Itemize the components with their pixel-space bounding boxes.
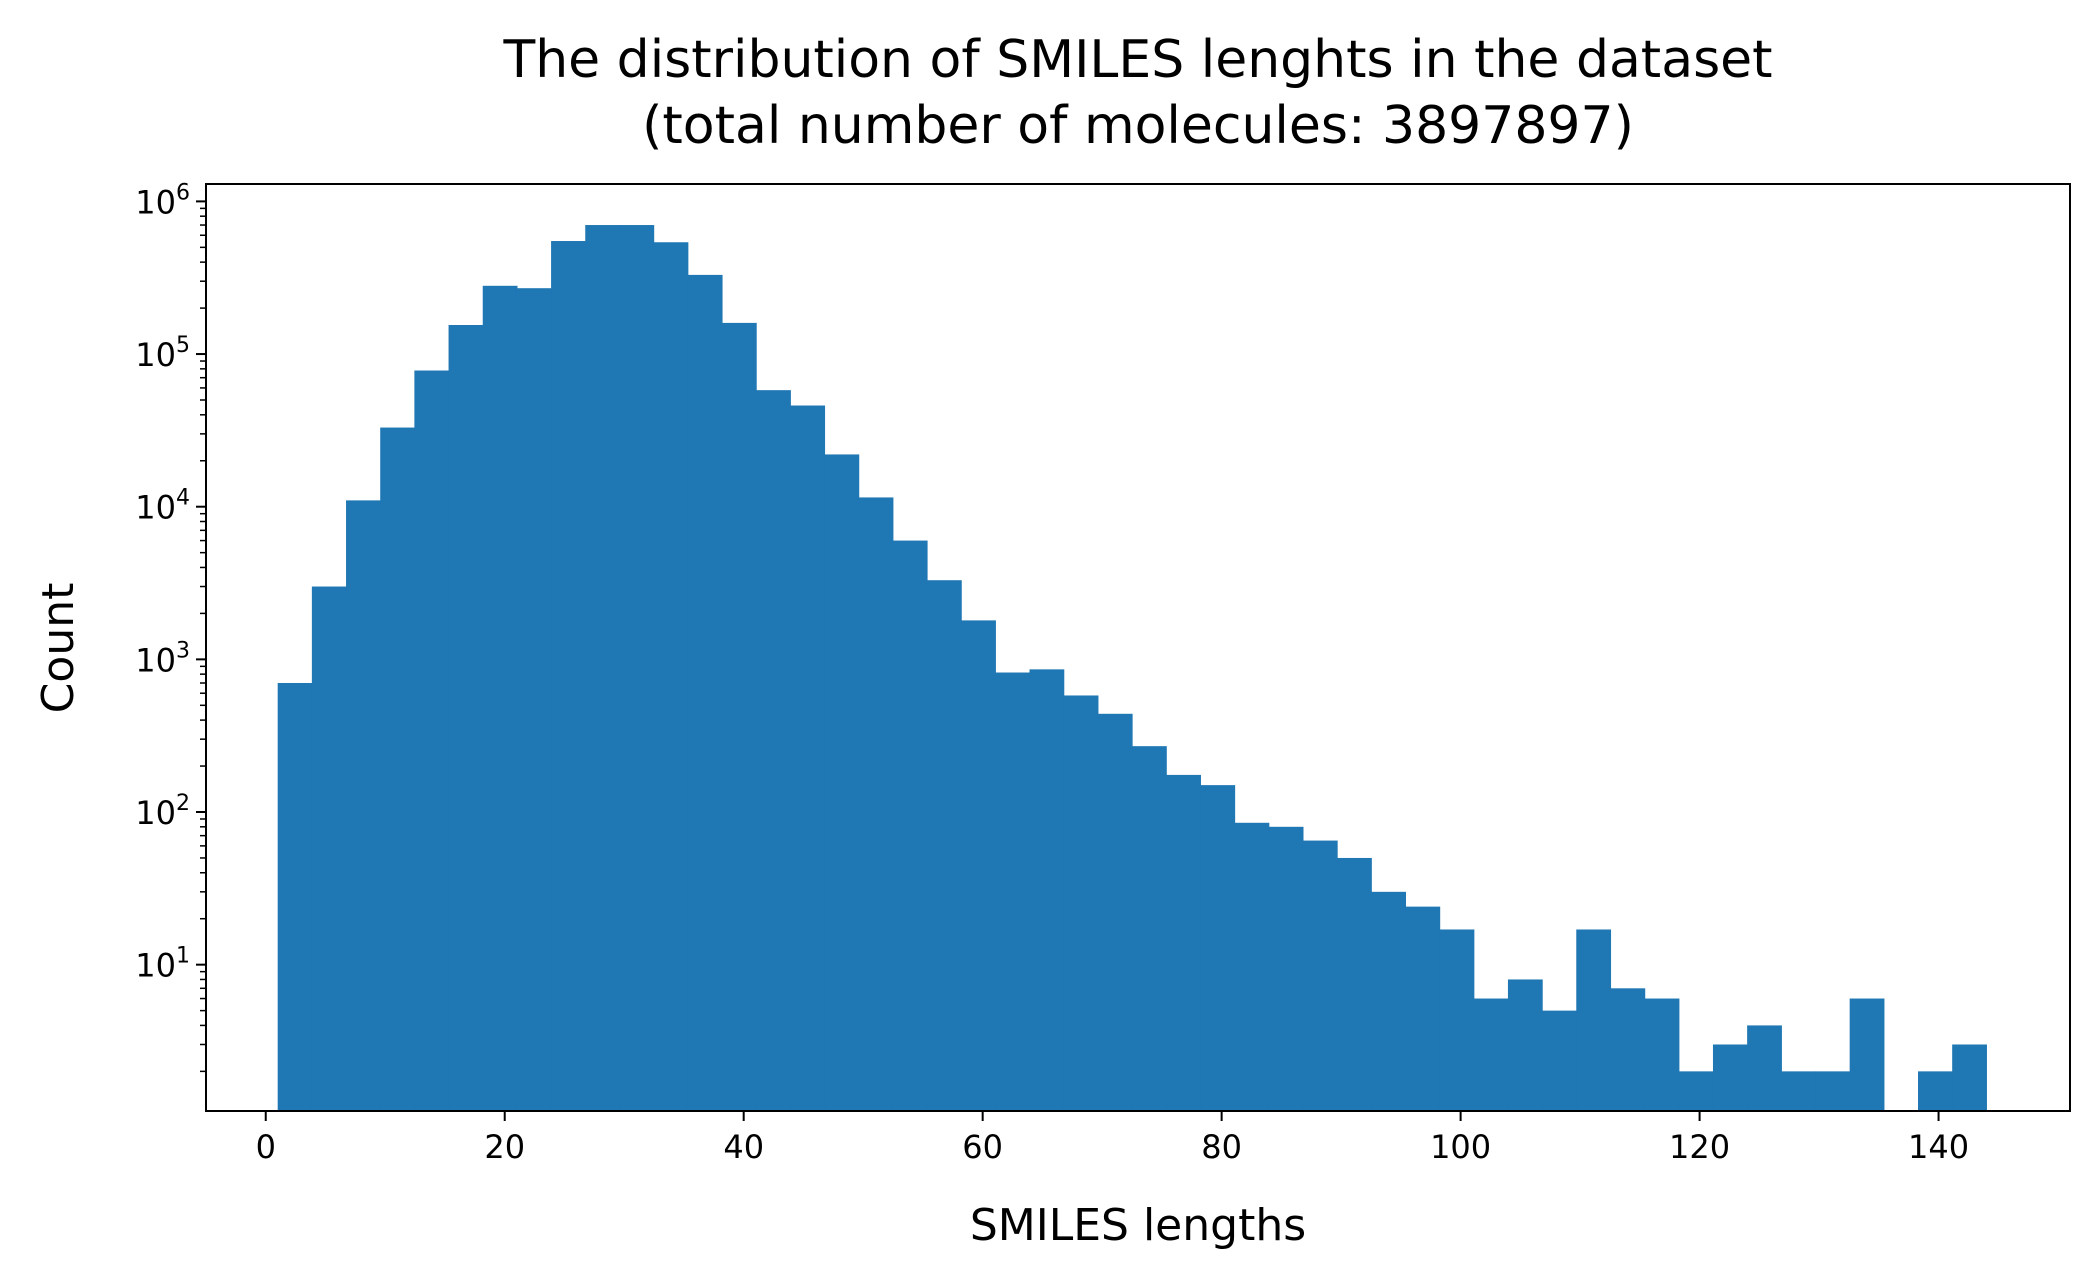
histogram-bar [824, 454, 860, 1112]
histogram-bar [516, 288, 552, 1111]
histogram-bar [1473, 998, 1509, 1111]
y-tick-label: 101 [135, 944, 190, 985]
histogram-bar [1507, 979, 1543, 1111]
histogram-bar [585, 225, 621, 1111]
x-tick-label: 80 [1201, 1128, 1242, 1166]
x-tick-label: 20 [484, 1128, 525, 1166]
histogram-bar [1610, 988, 1646, 1111]
histogram-bar [1644, 998, 1680, 1111]
x-tick-label: 100 [1430, 1128, 1491, 1166]
histogram-bar [1405, 906, 1441, 1111]
histogram-bar [482, 285, 518, 1111]
histogram-bar [1439, 929, 1475, 1111]
histogram-bar [1268, 826, 1304, 1111]
x-tick-label: 140 [1908, 1128, 1969, 1166]
y-tick-label: 105 [135, 333, 190, 374]
histogram-bar [551, 241, 586, 1112]
histogram-bar [380, 427, 415, 1111]
plot-frame [205, 183, 2071, 1112]
histogram-bar [277, 683, 313, 1111]
histogram-bar [1678, 1071, 1714, 1111]
histogram-bar [1712, 1044, 1748, 1111]
histogram-bar [1952, 1044, 1987, 1111]
histogram-bar [1337, 857, 1372, 1111]
x-axis-ticks: 0 20 40 60 80 100 120 140 [256, 1111, 1969, 1166]
histogram-bar [1200, 785, 1236, 1111]
x-tick-label: 40 [723, 1128, 764, 1166]
x-tick-label: 0 [256, 1128, 276, 1166]
histogram-bar [1576, 929, 1612, 1111]
histogram-bar [892, 540, 928, 1111]
histogram-bar [1542, 1010, 1577, 1111]
chart-title-line-2: (total number of molecules: 3897897) [642, 96, 1634, 156]
histogram-bar [653, 242, 689, 1112]
histogram-bar [961, 620, 996, 1111]
histogram-bar [311, 586, 347, 1111]
histogram-bar [1918, 1071, 1953, 1111]
histogram-bar [721, 322, 757, 1111]
histogram-bar [1371, 891, 1407, 1111]
histogram-bar [1849, 998, 1885, 1111]
x-tick-label: 120 [1669, 1128, 1730, 1166]
histogram-bar [619, 225, 655, 1111]
histogram-bar [1747, 1025, 1782, 1111]
y-axis-label: Count [33, 583, 84, 714]
histogram-bars [277, 225, 1987, 1112]
y-axis-ticks: 101 102 103 104 105 106 [135, 180, 206, 1073]
histogram-bar [1063, 695, 1099, 1111]
histogram-bar [448, 324, 484, 1111]
x-axis-label: SMILES lengths [970, 1200, 1306, 1251]
histogram-bar [858, 497, 894, 1112]
histogram-bar [1029, 669, 1065, 1111]
histogram-bar [790, 405, 826, 1111]
histogram-bar [687, 274, 723, 1111]
histogram-bar [1097, 713, 1133, 1111]
histogram-bar [1166, 774, 1201, 1111]
histogram-bar [1781, 1071, 1817, 1111]
y-tick-label: 106 [135, 180, 190, 221]
histogram-bar [346, 500, 381, 1112]
y-tick-label: 102 [135, 791, 190, 832]
histogram-bar [414, 370, 450, 1111]
histogram-bar [1132, 746, 1167, 1111]
histogram-bar [1815, 1071, 1851, 1111]
histogram-bar [926, 580, 962, 1111]
histogram-bar [1234, 822, 1270, 1111]
histogram-bar [1302, 840, 1338, 1111]
x-tick-label: 60 [962, 1128, 1003, 1166]
chart-title-line-1: The distribution of SMILES lenghts in th… [502, 30, 1772, 90]
y-tick-label: 104 [135, 486, 190, 527]
histogram-bar [756, 390, 791, 1112]
y-tick-label: 103 [135, 638, 190, 679]
histogram-bar [995, 672, 1031, 1111]
